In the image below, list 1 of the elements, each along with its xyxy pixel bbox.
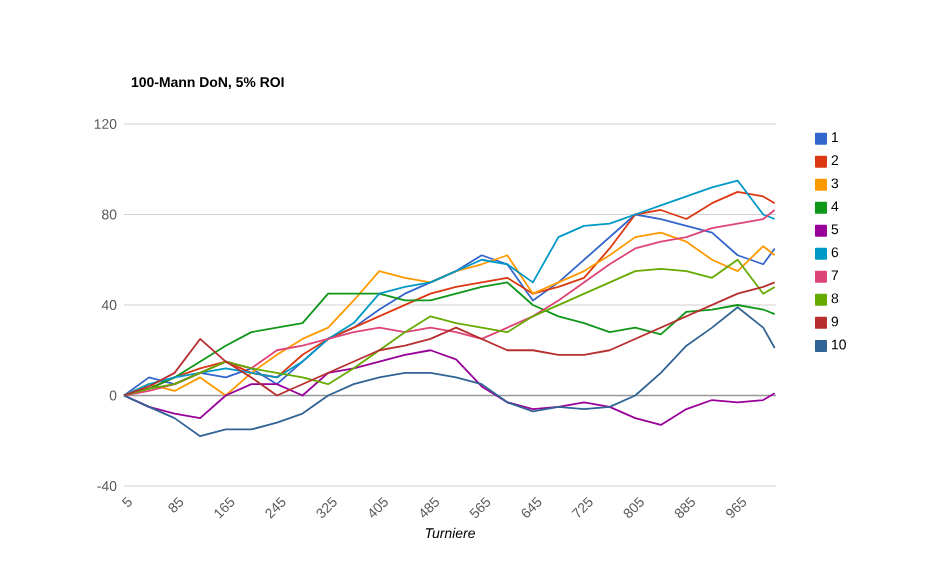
line-series: [123, 306, 776, 438]
